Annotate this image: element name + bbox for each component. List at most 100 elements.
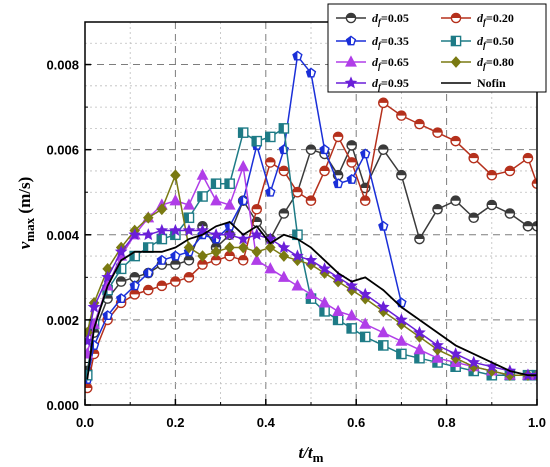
data-point <box>431 338 444 351</box>
data-point <box>277 270 290 282</box>
data-point <box>169 194 182 206</box>
y-axis-label: vmax (m/s) <box>15 177 37 249</box>
data-point <box>142 284 154 296</box>
data-point <box>414 233 425 245</box>
data-point <box>251 135 263 147</box>
data-point <box>396 169 407 181</box>
data-point <box>468 152 480 164</box>
data-point <box>449 347 462 360</box>
data-point <box>143 211 154 224</box>
data-point <box>115 276 127 287</box>
data-point <box>413 343 426 355</box>
legend-label: df=0.65 <box>372 55 409 71</box>
data-point <box>467 355 481 368</box>
data-point <box>237 160 250 172</box>
data-point <box>278 123 290 134</box>
data-point <box>156 254 168 265</box>
x-tick-label: 0.8 <box>438 415 456 430</box>
legend-label: df=0.95 <box>372 76 409 92</box>
data-point <box>182 223 196 236</box>
data-point <box>196 168 209 180</box>
data-point <box>85 334 94 347</box>
data-point <box>304 253 318 266</box>
data-point <box>486 199 498 211</box>
data-point <box>129 289 141 300</box>
data-point <box>237 255 249 266</box>
data-point <box>345 279 359 292</box>
data-point <box>250 253 263 265</box>
data-point <box>170 276 181 287</box>
data-point <box>346 173 357 184</box>
data-point <box>359 195 371 207</box>
data-point <box>305 287 317 299</box>
data-point <box>183 198 195 210</box>
data-point <box>265 131 276 143</box>
data-point <box>265 186 276 197</box>
data-point <box>156 280 168 292</box>
data-point <box>305 144 317 155</box>
legend-entry: df=0.20 <box>441 11 514 27</box>
legend-swatch-marker <box>344 76 358 89</box>
legend-entry: df=0.80 <box>441 55 514 71</box>
data-point <box>223 198 236 210</box>
data-point <box>264 262 277 274</box>
data-point <box>236 232 250 245</box>
data-point <box>358 287 372 300</box>
legend-label: df=0.50 <box>477 34 514 50</box>
x-axis-label: t/tm <box>298 443 323 465</box>
data-point <box>278 165 290 177</box>
data-point <box>332 304 345 316</box>
data-point <box>170 250 181 261</box>
legend-entry: df=0.05 <box>336 11 409 27</box>
data-point <box>183 255 195 266</box>
data-point <box>277 240 291 253</box>
data-point <box>210 178 222 190</box>
data-point <box>170 259 181 270</box>
legend: df=0.05 df=0.20 df=0.35 df=0.50 df=0.65 df=0.… <box>327 3 547 93</box>
legend-entry: df=0.65 <box>336 55 409 71</box>
data-point <box>197 250 208 262</box>
data-point <box>183 241 195 254</box>
y-tick-label: 0.004 <box>46 228 79 243</box>
data-point <box>396 110 407 121</box>
data-point <box>292 50 303 61</box>
data-point <box>319 165 330 177</box>
data-point <box>142 242 154 253</box>
data-point <box>209 228 223 241</box>
data-point <box>278 208 290 219</box>
data-point <box>210 194 223 206</box>
data-point <box>319 144 330 155</box>
data-point <box>292 186 303 198</box>
data-point <box>183 212 195 224</box>
data-point <box>414 118 425 130</box>
legend-entry: df=0.35 <box>336 34 409 50</box>
data-point <box>129 272 141 283</box>
data-point <box>531 220 537 232</box>
x-tick-label: 0.6 <box>347 415 365 430</box>
x-tick-label: 1.0 <box>528 415 546 430</box>
data-point <box>156 203 168 216</box>
data-point <box>224 241 235 254</box>
legend-entry: Nofin <box>441 76 506 90</box>
legend-label: df=0.35 <box>372 34 409 50</box>
legend-swatch-marker <box>345 12 357 24</box>
data-point <box>504 165 516 177</box>
legend-entry: df=0.50 <box>441 34 514 50</box>
data-point <box>378 144 389 155</box>
data-point <box>265 241 276 254</box>
data-point <box>155 223 169 236</box>
data-point <box>291 279 304 291</box>
y-tick-label: 0.008 <box>46 58 79 73</box>
data-point <box>522 152 534 164</box>
legend-label: df=0.05 <box>372 11 409 27</box>
data-point <box>170 169 181 182</box>
data-point <box>486 169 498 181</box>
data-point <box>504 208 516 219</box>
series-layer <box>85 50 537 394</box>
y-tick-label: 0.000 <box>46 398 79 413</box>
data-point <box>332 131 344 143</box>
legend-swatch-marker <box>450 35 462 47</box>
data-point <box>102 310 113 321</box>
data-point <box>359 317 372 329</box>
